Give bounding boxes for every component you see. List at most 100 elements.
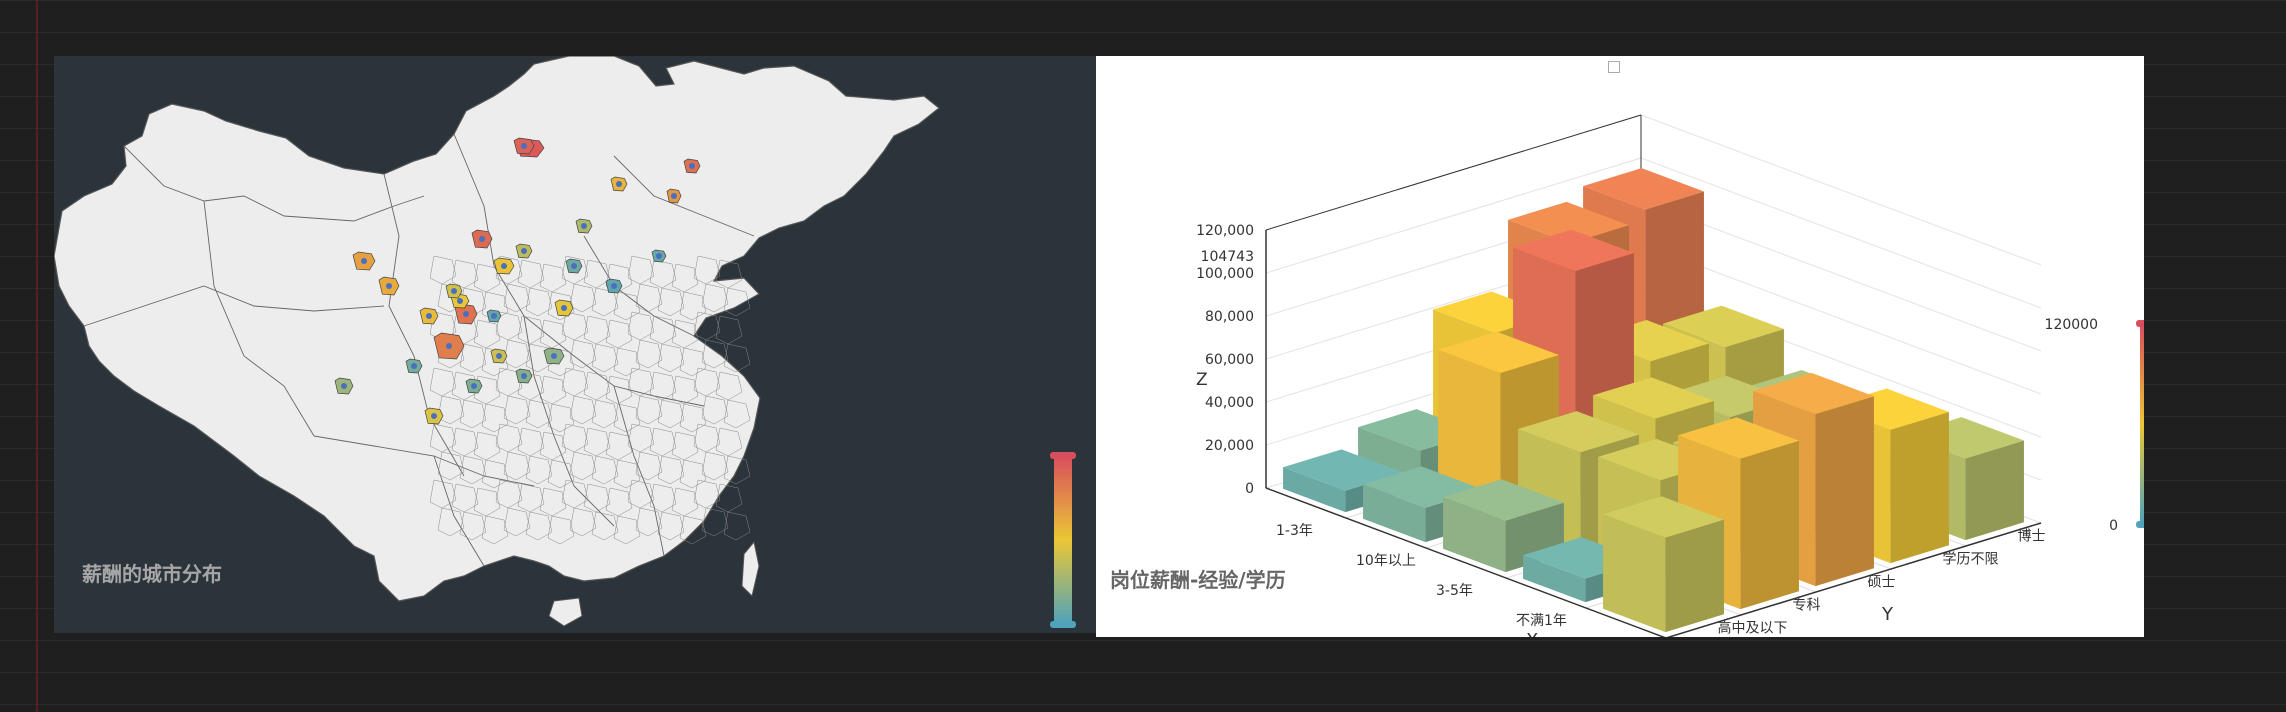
- county-border: [649, 371, 677, 401]
- city-point[interactable]: [656, 253, 662, 259]
- bar-3d[interactable]: [1603, 496, 1724, 633]
- china-salary-map: [54, 56, 1076, 628]
- map-visualmap-bottom-handle[interactable]: [1050, 621, 1076, 628]
- county-border: [495, 479, 523, 509]
- city-point[interactable]: [616, 181, 622, 187]
- city-point[interactable]: [411, 363, 417, 369]
- county-border: [525, 287, 553, 317]
- city-point[interactable]: [496, 353, 502, 359]
- county-border: [459, 511, 487, 541]
- county-border: [583, 427, 611, 457]
- county-border: [693, 255, 721, 285]
- grid-line: [1640, 114, 2042, 266]
- city-point[interactable]: [501, 263, 507, 269]
- county-border: [517, 371, 545, 401]
- city-point[interactable]: [561, 305, 567, 311]
- city-point[interactable]: [571, 263, 577, 269]
- city-point[interactable]: [689, 163, 695, 169]
- county-border: [693, 423, 721, 453]
- bar3d-chart-title: 岗位薪酬-经验/学历: [1110, 568, 1286, 592]
- city-point[interactable]: [341, 383, 347, 389]
- province-border: [613, 155, 755, 237]
- y-category-label: 博士: [2018, 528, 2046, 545]
- county-border: [613, 515, 641, 545]
- county-border: [635, 339, 663, 369]
- bar-side-face: [1965, 440, 2024, 541]
- city-point[interactable]: [361, 258, 367, 264]
- bar-front-face: [1363, 484, 1426, 543]
- county-border: [649, 483, 677, 513]
- county-border: [539, 375, 567, 405]
- city-point[interactable]: [491, 313, 497, 319]
- county-border: [481, 515, 509, 545]
- county-border: [715, 427, 743, 457]
- y-category-label: 专科: [1793, 598, 1821, 614]
- county-border: [627, 367, 655, 397]
- county-border: [561, 423, 589, 453]
- county-border: [503, 283, 531, 313]
- city-point[interactable]: [431, 413, 437, 419]
- city-point[interactable]: [479, 236, 485, 242]
- city-point[interactable]: [463, 311, 469, 317]
- county-border: [715, 483, 743, 513]
- map-visualmap-top-handle[interactable]: [1050, 452, 1076, 459]
- bar-side-face: [1815, 396, 1874, 587]
- city-point[interactable]: [521, 248, 527, 254]
- city-point[interactable]: [471, 383, 477, 389]
- county-border: [459, 343, 487, 373]
- county-border: [591, 343, 619, 373]
- county-border: [517, 427, 545, 457]
- city-point[interactable]: [581, 223, 587, 229]
- bar-front-face: [1523, 555, 1586, 603]
- city-point[interactable]: [426, 313, 432, 319]
- city-point[interactable]: [671, 193, 677, 199]
- map-visualmap-bar[interactable]: [1054, 456, 1072, 624]
- bar-top-face: [1678, 417, 1799, 459]
- county-border: [649, 259, 677, 289]
- county-border: [583, 483, 611, 513]
- county-border: [723, 343, 751, 373]
- county-border: [561, 311, 589, 341]
- county-border: [561, 255, 589, 285]
- city-point[interactable]: [521, 373, 527, 379]
- bar3d-visualmap-bottom-handle[interactable]: [2136, 521, 2144, 528]
- county-border: [701, 451, 729, 481]
- county-border: [547, 515, 575, 545]
- city-point[interactable]: [457, 298, 463, 304]
- hainan-island: [548, 597, 583, 627]
- x-category-label: 3-5年: [1436, 583, 1473, 599]
- county-border: [503, 451, 531, 481]
- county-border: [517, 315, 545, 345]
- city-point[interactable]: [611, 283, 617, 289]
- county-border: [451, 259, 479, 289]
- x-category-label: 10年以上: [1356, 553, 1416, 569]
- county-border: [503, 395, 531, 425]
- county-border: [723, 399, 751, 429]
- county-border: [569, 339, 597, 369]
- county-border: [591, 511, 619, 541]
- bar3d-visualmap-min-label: 0: [2109, 518, 2118, 534]
- county-border: [591, 455, 619, 485]
- county-border: [437, 507, 465, 537]
- bar-front-face: [1283, 467, 1346, 513]
- x-axis-title: X: [1526, 630, 1538, 637]
- county-border: [459, 455, 487, 485]
- county-border: [671, 263, 699, 293]
- province-border: [383, 173, 465, 477]
- z-axis-line: [1265, 114, 1642, 231]
- city-point[interactable]: [386, 283, 392, 289]
- bar-top-face: [1508, 201, 1629, 244]
- bar-top-face: [1593, 377, 1714, 419]
- chart-toolbox-icon[interactable]: [1608, 61, 1620, 73]
- salary-bar3d-chart: 0 20,000 40,000 60,000 80,000 100,000 120,000 1…: [1196, 114, 2144, 637]
- city-point[interactable]: [521, 143, 527, 149]
- county-border: [437, 451, 465, 481]
- bar3d-visualmap-top-handle[interactable]: [2136, 320, 2144, 327]
- county-border: [701, 507, 729, 537]
- county-border: [679, 459, 707, 489]
- city-point[interactable]: [446, 343, 452, 349]
- city-point[interactable]: [451, 288, 457, 294]
- bar3d-visualmap-bar[interactable]: [2140, 324, 2144, 524]
- county-border: [539, 431, 567, 461]
- city-point[interactable]: [551, 353, 557, 359]
